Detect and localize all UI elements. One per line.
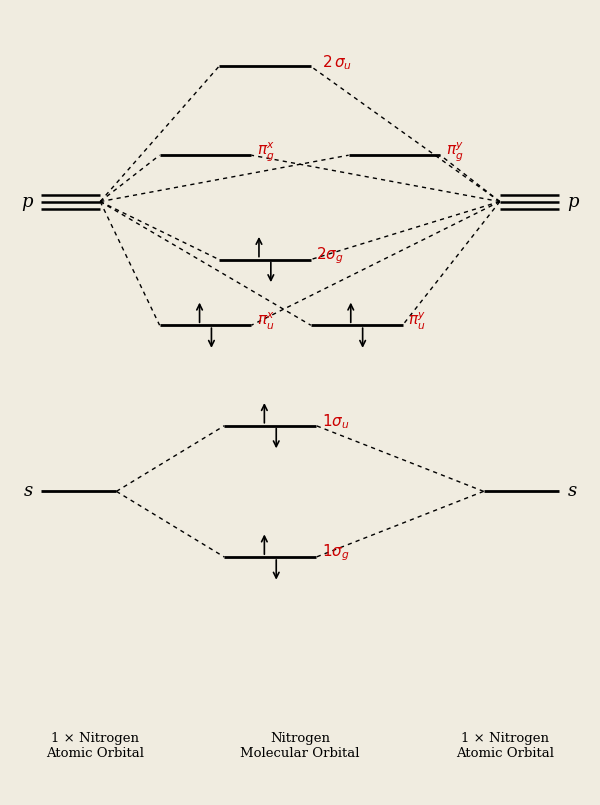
Text: $2\sigma_g$: $2\sigma_g$: [316, 246, 344, 266]
Text: $\pi_g^x$: $\pi_g^x$: [257, 140, 275, 163]
Text: $2\,\sigma_u$: $2\,\sigma_u$: [322, 53, 352, 72]
Text: $1\sigma_u$: $1\sigma_u$: [322, 412, 349, 431]
Text: s: s: [23, 482, 33, 501]
Text: s: s: [568, 482, 577, 501]
Text: p: p: [568, 192, 579, 211]
Text: $\pi_g^y$: $\pi_g^y$: [446, 140, 464, 163]
Text: 1 × Nitrogen
Atomic Orbital: 1 × Nitrogen Atomic Orbital: [456, 733, 554, 761]
Text: Nitrogen
Molecular Orbital: Nitrogen Molecular Orbital: [240, 733, 360, 761]
Text: $\pi_u^x$: $\pi_u^x$: [257, 311, 275, 332]
Text: 1 × Nitrogen
Atomic Orbital: 1 × Nitrogen Atomic Orbital: [46, 733, 144, 761]
Text: p: p: [21, 192, 33, 211]
Text: $\pi_u^y$: $\pi_u^y$: [408, 311, 427, 332]
Text: $1\sigma_g$: $1\sigma_g$: [322, 543, 349, 564]
